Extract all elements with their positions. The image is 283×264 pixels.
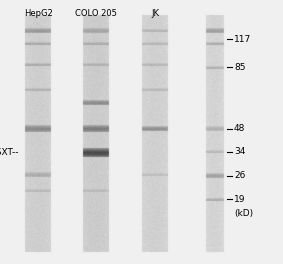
Text: HepG2: HepG2: [24, 9, 53, 18]
Text: 26: 26: [234, 171, 245, 180]
Text: JK: JK: [151, 9, 159, 18]
Text: COLO 205: COLO 205: [75, 9, 117, 18]
Text: 117: 117: [234, 35, 251, 44]
Text: (kD): (kD): [234, 209, 253, 218]
Text: 85: 85: [234, 63, 245, 72]
Text: SSXT--: SSXT--: [0, 148, 19, 157]
Text: 48: 48: [234, 124, 245, 133]
Text: 34: 34: [234, 147, 245, 156]
Text: 19: 19: [234, 195, 245, 204]
